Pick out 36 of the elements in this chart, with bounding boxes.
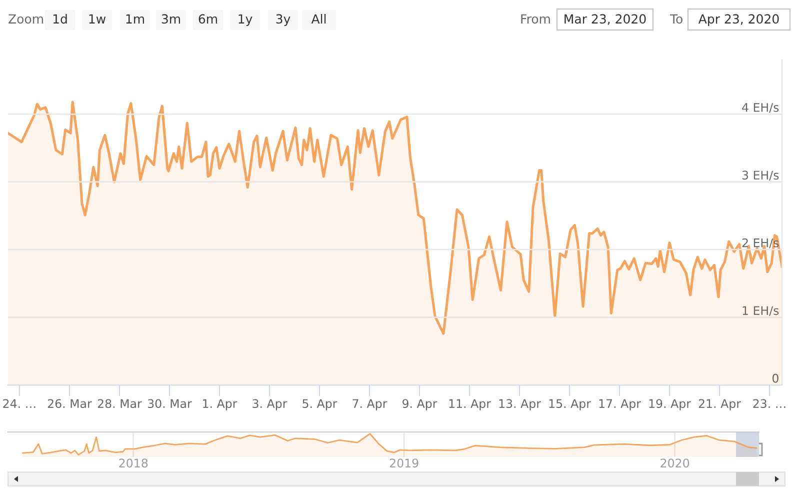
y-tick-label: 4 EH/s — [742, 103, 779, 113]
x-tick-label: 2018 — [119, 458, 148, 468]
text: 3y — [276, 14, 290, 26]
y-tick-label: 0 — [772, 374, 778, 383]
text: Zoom — [8, 14, 43, 24]
x-tick-label: 24. … — [3, 399, 36, 408]
x-tick-label: 7. Apr — [352, 399, 388, 410]
text: 3m — [162, 14, 180, 24]
text: 1w — [89, 14, 106, 24]
x-tick-label: 3. Apr — [252, 399, 288, 410]
x-tick-label: 21. Apr — [698, 399, 741, 410]
x-tick-label: 19. Apr — [649, 399, 691, 410]
x-tick-label: 23. … — [753, 399, 786, 408]
text: 1d — [53, 14, 67, 24]
text: From — [521, 14, 550, 24]
text: 6m — [198, 14, 218, 24]
text: Apr 23, 2020 — [698, 14, 779, 26]
x-tick-label: 13. Apr — [499, 399, 541, 410]
x-tick-label: 5. Apr — [302, 399, 338, 410]
text: All — [311, 14, 326, 24]
x-tick-label: 15. Apr — [549, 399, 591, 410]
x-tick-label: 30. Mar — [148, 399, 192, 408]
x-tick-label: 28. Mar — [98, 399, 142, 408]
x-tick-label: 17. Apr — [599, 399, 641, 410]
text: 1y — [238, 14, 252, 26]
x-tick-label: 2020 — [660, 458, 690, 468]
y-tick-label: 1 EH/s — [742, 306, 779, 316]
x-tick-label: 2019 — [390, 458, 418, 468]
text: 1m — [126, 14, 144, 24]
x-tick-label: 9. Apr — [402, 399, 438, 410]
text: Mar 23, 2020 — [564, 14, 646, 25]
x-tick-label: 1. Apr — [203, 399, 238, 410]
y-tick-label: 3 EH/s — [742, 170, 779, 181]
x-tick-label: 11. Apr — [449, 399, 491, 410]
text: To — [670, 14, 682, 24]
x-tick-label: 26. Mar — [48, 399, 92, 408]
